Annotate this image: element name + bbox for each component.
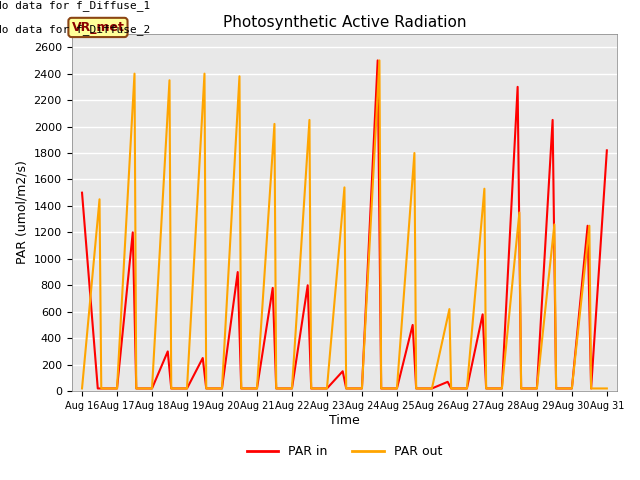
Text: No data for f_Diffuse_2: No data for f_Diffuse_2 [0, 24, 150, 35]
Title: Photosynthetic Active Radiation: Photosynthetic Active Radiation [223, 15, 466, 30]
X-axis label: Time: Time [329, 414, 360, 427]
Text: No data for f_Diffuse_1: No data for f_Diffuse_1 [0, 0, 150, 11]
Text: VR_met: VR_met [72, 21, 124, 34]
Legend: PAR in, PAR out: PAR in, PAR out [242, 441, 447, 463]
Y-axis label: PAR (umol/m2/s): PAR (umol/m2/s) [15, 161, 28, 264]
